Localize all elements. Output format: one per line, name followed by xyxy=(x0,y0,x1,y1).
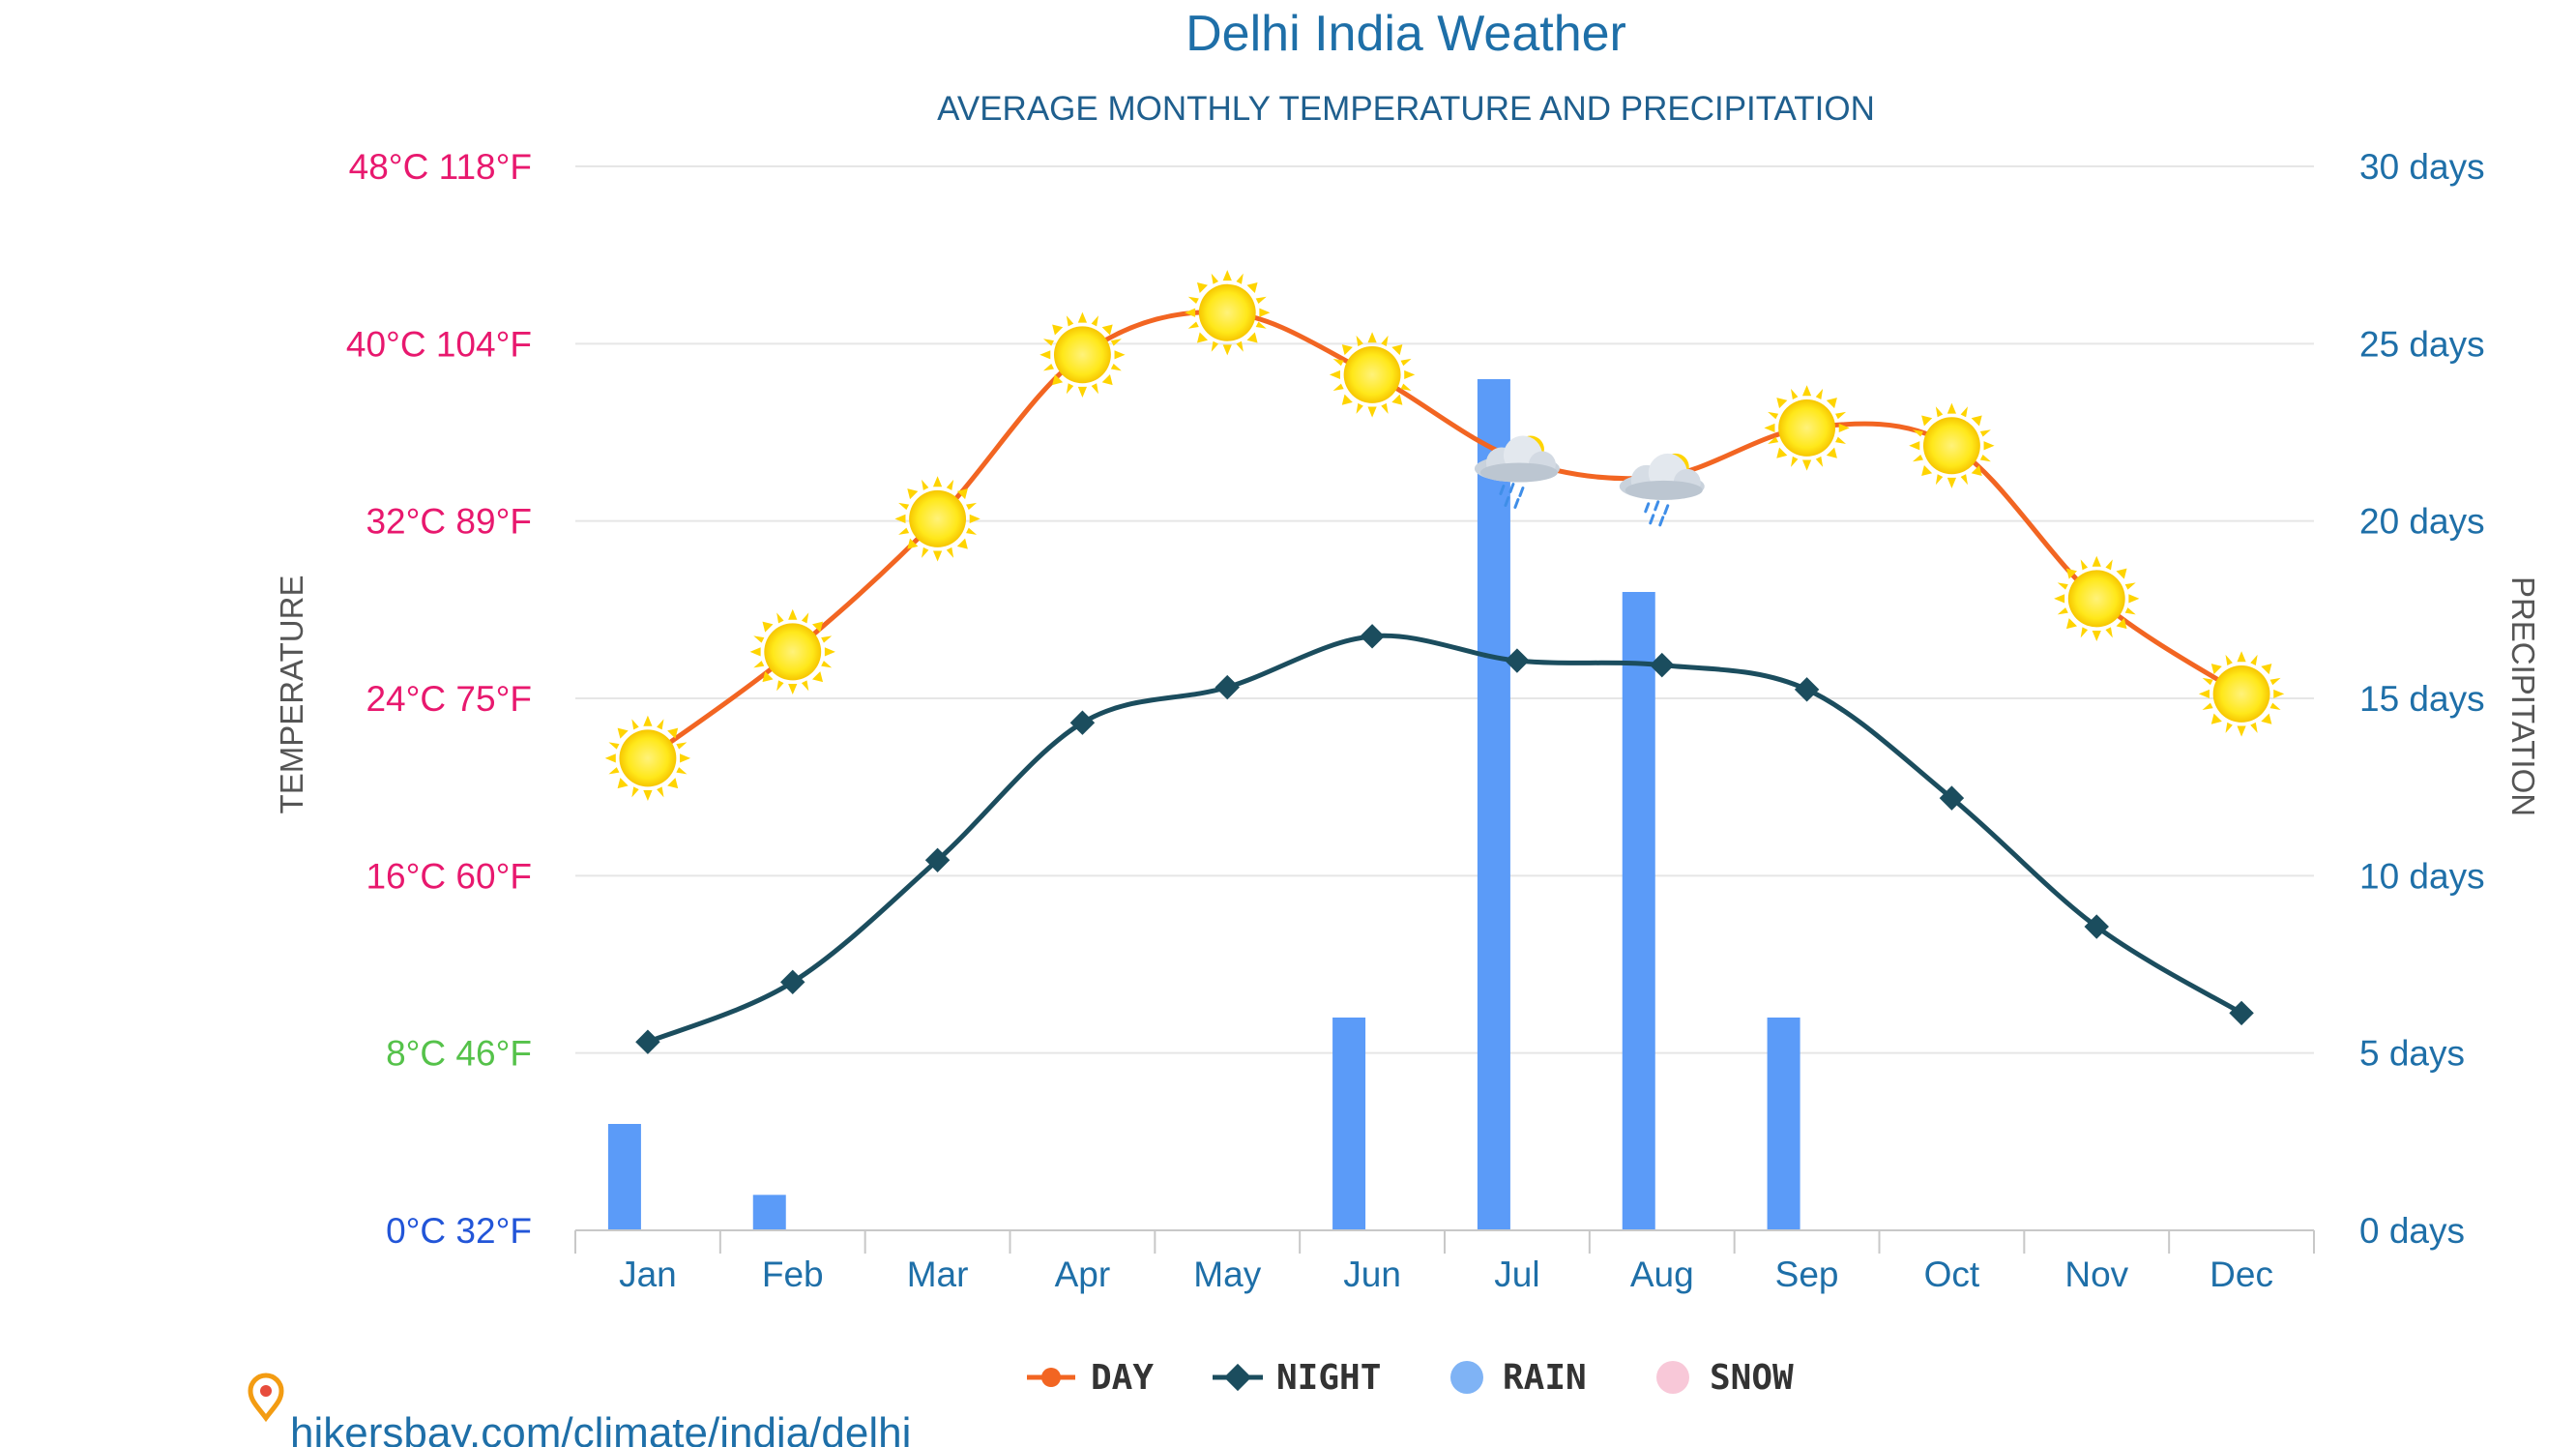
x-tick-label: Feb xyxy=(762,1255,824,1294)
legend-item-snow[interactable]: SNOW xyxy=(1656,1358,1794,1398)
x-tick-label: Jul xyxy=(1494,1255,1539,1294)
night-point xyxy=(635,1029,660,1054)
chart-subtitle: AVERAGE MONTHLY TEMPERATURE AND PRECIPIT… xyxy=(937,90,1875,128)
y2-axis-label: PRECIPITATION xyxy=(2505,576,2541,816)
legend-label-snow: SNOW xyxy=(1710,1358,1794,1398)
x-tick-label: Mar xyxy=(907,1255,969,1294)
y-tick-label: 40°C 104°F xyxy=(346,324,532,364)
y2-tick-label: 15 days xyxy=(2359,679,2485,719)
rain-bar xyxy=(1477,379,1510,1230)
rain-bar xyxy=(1622,592,1655,1230)
day-line xyxy=(646,310,2243,760)
x-tick-label: Aug xyxy=(1630,1255,1694,1294)
x-tick-label: Dec xyxy=(2210,1255,2273,1294)
gridlines xyxy=(575,165,2314,1054)
chart-title: Delhi India Weather xyxy=(1186,6,1626,62)
legend-item-night[interactable]: NIGHT xyxy=(1213,1358,1381,1398)
night-series xyxy=(635,624,2254,1054)
y2-tick-label: 10 days xyxy=(2359,856,2485,896)
rain-bar xyxy=(1767,1018,1800,1230)
night-point xyxy=(1069,710,1096,735)
y2-axis-ticks: 0 days 5 days 10 days 15 days 20 days 25 days… xyxy=(2359,147,2485,1251)
day-series xyxy=(604,270,2285,802)
y2-tick-label: 30 days xyxy=(2359,147,2485,187)
sun-icon xyxy=(604,715,691,802)
sun-icon xyxy=(1039,311,1126,398)
x-tick-label: Nov xyxy=(2064,1255,2128,1294)
y-tick-label: 24°C 75°F xyxy=(366,679,532,719)
sun-icon xyxy=(2054,555,2140,642)
rain-bars xyxy=(607,379,1800,1230)
y-tick-label: 16°C 60°F xyxy=(366,856,532,896)
y-tick-label: 32°C 89°F xyxy=(366,502,532,542)
legend-marker xyxy=(1223,1363,1252,1392)
sun-icon xyxy=(1764,385,1850,471)
sun-icon xyxy=(1329,332,1416,418)
y2-tick-label: 0 days xyxy=(2359,1211,2465,1251)
circle-icon xyxy=(1656,1361,1689,1394)
night-point xyxy=(780,969,805,995)
sun-icon xyxy=(749,608,835,695)
rain-bar xyxy=(1332,1018,1366,1230)
y2-tick-label: 20 days xyxy=(2359,502,2485,542)
night-point xyxy=(1215,674,1240,700)
y-tick-label: 0°C 32°F xyxy=(386,1211,532,1251)
rain-cloud-icon xyxy=(1618,452,1707,527)
y-tick-label: 48°C 118°F xyxy=(349,147,532,187)
source-link[interactable]: hikersbay.com/climate/india/delhi xyxy=(248,1373,911,1447)
y2-tick-label: 25 days xyxy=(2359,324,2485,364)
x-axis: Jan Feb Mar Apr May Jun Jul Aug Sep Oct Nov Dec xyxy=(574,1229,2315,1294)
legend-label-day: DAY xyxy=(1091,1358,1154,1398)
sun-icon xyxy=(2198,651,2285,737)
x-tick-label: Apr xyxy=(1055,1255,1111,1294)
circle-icon xyxy=(1450,1361,1483,1394)
y2-tick-label: 5 days xyxy=(2359,1034,2465,1074)
y-tick-label: 8°C 46°F xyxy=(386,1034,532,1074)
night-point xyxy=(2229,1000,2254,1026)
x-tick-label: Sep xyxy=(1775,1255,1839,1294)
legend-marker xyxy=(1041,1368,1061,1387)
night-line xyxy=(646,633,2243,1045)
night-point xyxy=(924,847,951,873)
legend-label-rain: RAIN xyxy=(1503,1358,1587,1398)
source-url[interactable]: hikersbay.com/climate/india/delhi xyxy=(290,1409,911,1447)
sun-icon xyxy=(894,476,981,562)
y-axis-label: TEMPERATURE xyxy=(274,576,309,814)
x-tick-label: Oct xyxy=(1924,1255,1980,1294)
x-tick-label: Jan xyxy=(619,1255,677,1294)
rain-bar xyxy=(607,1124,641,1230)
rain-bar xyxy=(752,1195,786,1230)
legend-item-rain[interactable]: RAIN xyxy=(1450,1358,1587,1398)
x-tick-label: Jun xyxy=(1343,1255,1401,1294)
map-pin-icon xyxy=(248,1373,284,1423)
y-axis-ticks: 0°C 32°F 8°C 46°F 16°C 60°F 24°C 75°F 32°C 8… xyxy=(346,147,532,1251)
x-tick-label: May xyxy=(1193,1255,1261,1294)
legend-item-day[interactable]: DAY xyxy=(1027,1358,1154,1398)
sun-icon xyxy=(1909,402,1995,488)
legend-label-night: NIGHT xyxy=(1276,1358,1381,1398)
night-point xyxy=(1360,624,1385,649)
legend: DAY NIGHT RAIN SNOW xyxy=(1027,1358,1794,1398)
